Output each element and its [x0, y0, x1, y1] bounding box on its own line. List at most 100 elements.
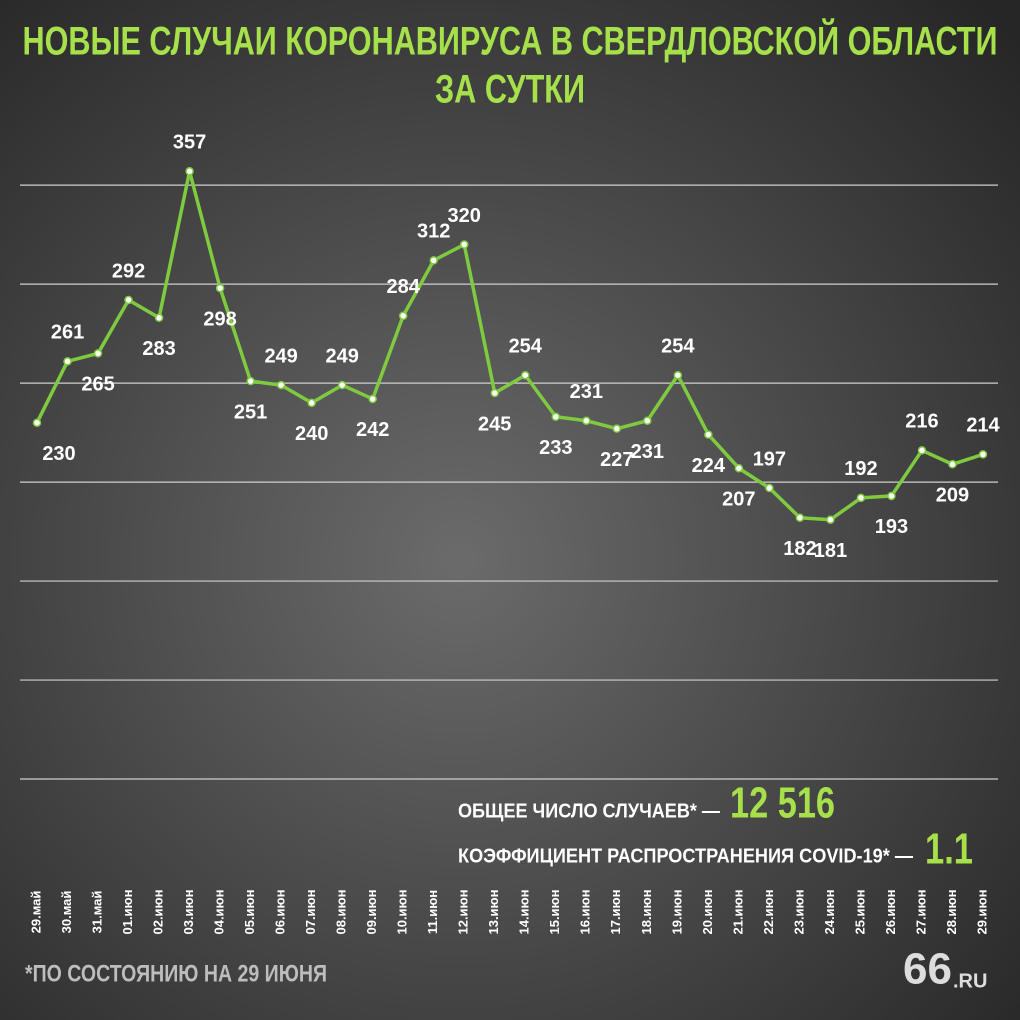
logo: 66 [903, 945, 952, 994]
x-tick-label: 11.июн [425, 890, 440, 934]
x-tick-label: 21.июн [730, 889, 745, 934]
point [521, 370, 530, 380]
x-tick-label: 08.июн [334, 889, 349, 934]
chart-title: ЗА СУТКИ [435, 68, 585, 112]
line [35, 169, 984, 522]
point [276, 380, 286, 390]
x-tick-label: 05.июн [242, 889, 257, 934]
x-tick-label: 09.июн [364, 889, 379, 934]
x-tick-label: 29.июн [974, 889, 989, 934]
data-label: 312 [417, 221, 450, 243]
x-tick-label: 07.июн [303, 889, 318, 934]
rate-label: КОЭФФИЦИЕНТ РАСПРОСТРАНЕНИЯ COVID-19* — [458, 845, 913, 867]
point [704, 430, 713, 439]
x-tick-label: 12.июн [456, 889, 471, 934]
point [978, 450, 988, 459]
x-tick-label: 27.июн [913, 889, 928, 934]
data-label: 265 [81, 374, 114, 396]
point [246, 376, 255, 386]
data-label: 181 [814, 540, 847, 562]
x-tick-label: 01.июн [120, 889, 135, 934]
x-tick-label: 31.май [89, 891, 104, 934]
x-tick-label: 15.июн [547, 889, 562, 934]
data-label: 214 [966, 415, 1000, 437]
total-label: ОБЩЕЕ ЧИСЛО СЛУЧАЕВ* — [458, 800, 720, 822]
data-label: 292 [112, 260, 145, 282]
data-label: 231 [631, 441, 664, 463]
x-tick-label: 16.июн [578, 889, 593, 934]
data-label: 261 [51, 322, 84, 344]
point [398, 311, 408, 321]
point [154, 313, 164, 323]
data-label: 197 [753, 448, 786, 470]
rate-value: 1.1 [925, 825, 973, 874]
data-label: 231 [570, 381, 603, 403]
data-label: 284 [387, 276, 421, 298]
data-label: 207 [722, 489, 755, 511]
logo: .RU [953, 970, 987, 992]
x-tick-label: 14.июн [517, 889, 532, 934]
data-label: 254 [661, 335, 695, 357]
data-label: 320 [448, 205, 481, 227]
data-label: 254 [509, 335, 543, 357]
x-tick-label: 29.май [28, 891, 43, 934]
point [582, 416, 591, 425]
x-tick-label: 03.июн [181, 889, 196, 934]
point [337, 380, 347, 390]
data-label: 249 [264, 345, 297, 367]
x-tick-label: 02.июн [151, 889, 166, 934]
x-tick-label: 10.июн [395, 889, 410, 934]
point [795, 513, 805, 522]
x-tick-label: 13.июн [486, 889, 501, 934]
point [612, 424, 622, 433]
footnote: *ПО СОСТОЯНИЮ НА 29 ИЮНЯ [25, 960, 327, 987]
point [765, 483, 774, 493]
data-label: 233 [539, 437, 572, 459]
point [32, 418, 42, 427]
point [948, 460, 957, 469]
point [887, 491, 896, 501]
data-label: 227 [600, 449, 633, 471]
point [185, 167, 194, 176]
x-tick-label: 26.июн [883, 889, 898, 934]
x-tick-label: 20.июн [700, 889, 715, 934]
point [429, 256, 438, 265]
x-tick-label: 04.июн [212, 889, 227, 934]
point [673, 370, 683, 380]
data-label: 230 [42, 443, 75, 465]
total-value: 12 516 [730, 779, 835, 828]
point [459, 240, 469, 249]
data-label: 224 [692, 455, 726, 477]
point [368, 394, 377, 404]
point [734, 463, 744, 473]
chart-title: НОВЫЕ СЛУЧАИ КОРОНАВИРУСА В СВЕРДЛОВСКОЙ… [23, 18, 998, 64]
x-tick-label: 06.июн [273, 889, 288, 934]
data-label: 193 [875, 516, 908, 538]
data-label: 192 [844, 458, 877, 480]
data-label: 251 [234, 401, 267, 423]
point [124, 295, 133, 305]
data-label: 357 [173, 132, 206, 154]
x-tick-label: 24.июн [822, 889, 837, 934]
x-tick-label: 30.май [59, 891, 74, 934]
data-label: 245 [478, 413, 511, 435]
x-tick-label: 17.июн [608, 889, 623, 934]
point [551, 412, 561, 422]
data-label: 298 [203, 308, 236, 330]
point [856, 493, 866, 503]
point [917, 446, 927, 455]
data-label: 249 [325, 345, 358, 367]
x-tick-label: 28.июн [944, 889, 959, 934]
data-label: 182 [783, 538, 816, 560]
data-label: 216 [905, 411, 938, 433]
x-tick-label: 19.июн [669, 889, 684, 934]
data-label: 242 [356, 419, 389, 441]
point [93, 349, 103, 358]
point [215, 283, 225, 293]
x-tick-label: 22.июн [761, 889, 776, 934]
x-tick-label: 25.июн [852, 889, 867, 934]
data-label: 209 [936, 485, 969, 507]
point [490, 388, 499, 398]
